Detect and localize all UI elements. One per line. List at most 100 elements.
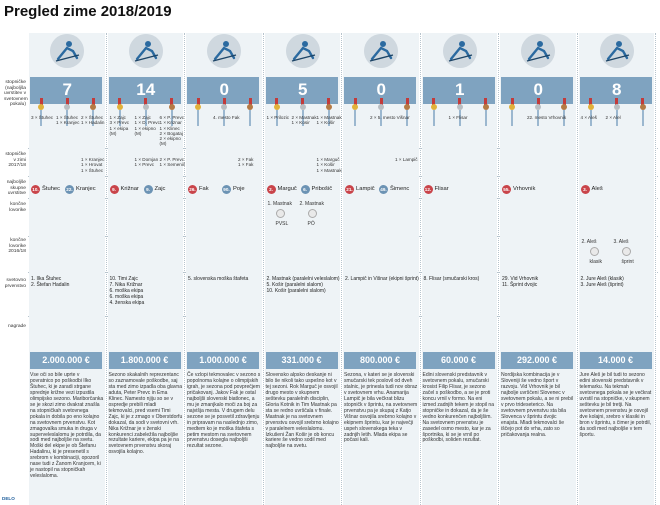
row-label-podiums: stopničke (najboljša uvrstitev v svetovn… (4, 80, 28, 108)
divider (498, 33, 499, 505)
medal-ribbon (641, 98, 644, 105)
medal-icon (90, 104, 96, 110)
podium-detail-gold: 1 × Prilozic (266, 115, 290, 120)
podium-bar (170, 110, 173, 126)
medal-ribbon (248, 98, 252, 105)
rank-badge: 3. (580, 185, 590, 194)
medal-ribbon (458, 98, 461, 105)
podium-bar (484, 110, 487, 126)
discipline-summary: Sezona, v kateri se je slovenski smučars… (344, 372, 418, 444)
medal-icon (430, 104, 437, 110)
medal-icon (142, 104, 149, 110)
prize-amount: 1.800.000 € (108, 352, 181, 369)
medal-icon (456, 104, 463, 110)
discipline-summary: Nordijska kombinacija je v Sloveniji še … (501, 372, 574, 438)
medal-ribbon (196, 98, 200, 105)
world-championship-results: 1. Ilka Štuhec 2. Štefan Hadalin (31, 276, 70, 288)
podium-count: 0 (376, 80, 386, 99)
discipline-summary: Jure Aleš je bil tudi to sezono edini sl… (579, 372, 652, 438)
medal-icon (273, 104, 280, 110)
podium-count: 0 (533, 80, 543, 99)
podium-bar (40, 110, 42, 126)
discipline-column: SKOKI141 × Zajc 3 × Prevc 1 × ekipa (M)1… (107, 33, 186, 505)
world-championship-results: 5. slovenska moška štafeta (188, 276, 249, 282)
rank-badge: 55. (502, 185, 511, 194)
athlete-name: Kranjec (76, 186, 96, 192)
podium-detail-silver: 22. mesto Vrhovnik (527, 115, 567, 120)
prize-amount: 2.000.000 € (30, 352, 102, 369)
medal-icon (561, 104, 567, 110)
podium-count: 5 (298, 80, 308, 99)
podium-count: 0 (219, 80, 229, 99)
podium-detail-gold: 1 × Zajc 3 × Prevc 1 × ekipa (M) (109, 115, 130, 136)
medal-ribbon (379, 98, 383, 105)
row-label-text: najboljše skupne uvrstitve (6, 180, 26, 197)
crystal-globe-icon (589, 247, 599, 256)
laurel-label: 1. Mastnak (267, 201, 292, 207)
rank-badge: 90. (222, 185, 231, 194)
rank-badge: 12. (423, 185, 433, 194)
athlete-name: Aleš (591, 186, 603, 192)
medal-icon (404, 104, 410, 110)
prize-amount: 14.000 € (579, 352, 652, 369)
athlete-name: Križnar (120, 186, 139, 192)
podium-bar (380, 110, 382, 126)
rank-badge: 9. (109, 185, 119, 194)
medal-ribbon (353, 98, 357, 105)
podiums-1718-b: 1 × Lampič (395, 157, 418, 162)
ski-jumper-icon (128, 34, 163, 68)
world-championship-results: 2. Lampič in Višnar (ekipni šprint) (345, 276, 419, 282)
podium-bar (301, 110, 304, 126)
medal-icon (247, 104, 253, 110)
podium-detail-silver: 1 × Zajc 1 × D. Prevc 1 × ekipno (M) (134, 115, 160, 136)
medal-ribbon (91, 98, 95, 105)
medal-ribbon (536, 98, 540, 105)
podium-bar (197, 110, 199, 126)
podium-detail-gold: 4 × Aleš (580, 115, 597, 120)
podium-detail-bronze: 2 × Štuhec 1 × Hadalin (81, 115, 105, 126)
medal-icon (639, 104, 646, 110)
podiums-1718-b: 2 × P. Prevc 1 × Semenič (159, 157, 186, 168)
discipline-summary: Vse oči so bile uprte v povratnico po po… (30, 372, 104, 480)
athlete-name: Marguč (277, 186, 297, 192)
row-label-text: nagrade (8, 324, 26, 329)
athlete-name: Flisar (434, 186, 449, 192)
podium-count: 7 (62, 80, 72, 99)
medal-icon (352, 104, 358, 110)
row-label-final-laurels: končne lovorike (4, 202, 26, 213)
podium-bar (511, 110, 513, 126)
medal-ribbon (301, 98, 304, 105)
row-label-text: končne lovorike (9, 202, 26, 213)
podium-bar (118, 110, 121, 126)
laurel-discipline: PVSL (275, 221, 289, 227)
medal-icon (482, 104, 489, 110)
medal-icon (116, 104, 123, 110)
medal-icon (509, 104, 515, 110)
athlete-name: Štuhec (42, 186, 61, 192)
rank-badge: 26. (188, 185, 197, 194)
podium-detail-silver: 1 × Štuhec 1 × Kranjec (56, 115, 80, 126)
podium-bar (327, 110, 330, 126)
divider (576, 33, 578, 505)
rank-badge: 10. (31, 185, 40, 194)
podium-bar (458, 110, 461, 126)
world-championship-results: 8. Flisar (smučarski kros) (423, 276, 480, 282)
podium-bar (66, 110, 68, 126)
row-label-text: stopničke (najboljša uvrstitev v svetovn… (4, 80, 28, 108)
rank-badge: 9. (143, 185, 153, 194)
podium-bar (275, 110, 278, 126)
world-championship-results: 29. Vid Vrhovnik 11. Šprint dvojic (502, 276, 539, 288)
medal-ribbon (144, 98, 147, 105)
row-label-prizes: nagrade (4, 324, 26, 330)
athlete-name: Pribošič (311, 186, 333, 192)
medal-ribbon (432, 98, 435, 105)
medal-icon (535, 104, 541, 110)
podiums-1718-b: 2 × Fak 1 × Fak (238, 157, 254, 168)
podium-bar (537, 110, 539, 126)
row-label-best-overall: najboljše skupne uvrstitve (4, 180, 26, 197)
